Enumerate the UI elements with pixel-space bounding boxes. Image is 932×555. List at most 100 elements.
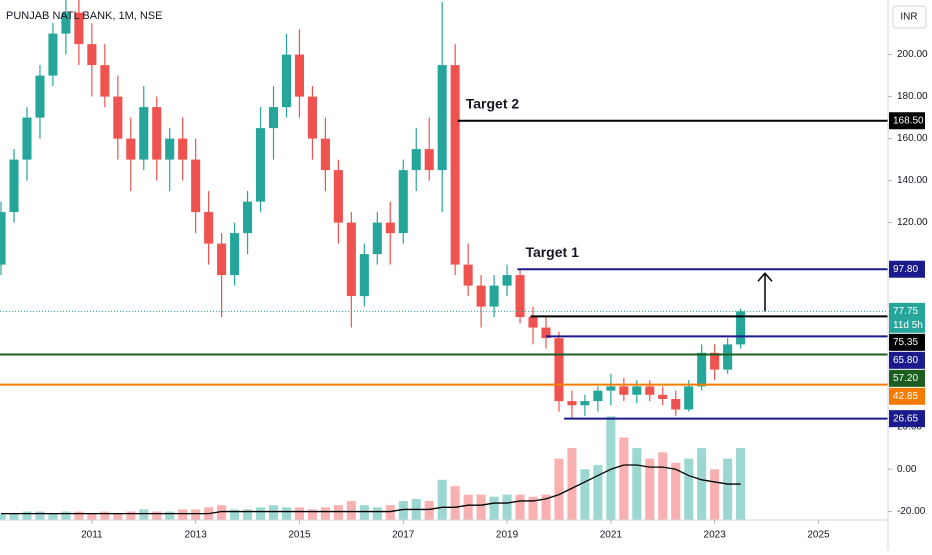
volume-bar bbox=[476, 494, 486, 520]
y-tick-label: 160.00 bbox=[897, 133, 928, 144]
arrow-head bbox=[757, 272, 773, 282]
candle-body bbox=[567, 401, 577, 406]
candle-body bbox=[411, 149, 421, 171]
candle-body bbox=[658, 394, 668, 399]
price-badge bbox=[889, 410, 925, 428]
volume-bar bbox=[243, 509, 253, 520]
candle-body bbox=[723, 344, 733, 370]
candle-body bbox=[476, 285, 486, 307]
volume-bar bbox=[35, 511, 45, 520]
y-tick-label: 200.00 bbox=[897, 49, 928, 60]
candle-body bbox=[294, 54, 305, 97]
volume-bar bbox=[294, 507, 305, 520]
candle-body bbox=[74, 12, 84, 45]
candle-body bbox=[0, 212, 6, 265]
volume-bar bbox=[255, 507, 266, 520]
candle-body bbox=[281, 54, 292, 108]
volume-bar bbox=[126, 511, 136, 520]
candle-body bbox=[502, 275, 512, 286]
volume-bar bbox=[671, 462, 681, 520]
volume-bar bbox=[359, 505, 369, 520]
volume-bar bbox=[463, 494, 473, 520]
chart-title: PUNJAB NATL BANK, 1M, NSE bbox=[6, 10, 162, 22]
volume-bar bbox=[450, 486, 460, 520]
candle-body bbox=[61, 12, 71, 34]
volume-bar bbox=[567, 448, 577, 520]
x-tick-label: 2023 bbox=[704, 530, 727, 541]
volume-bar bbox=[100, 511, 110, 520]
volume-bar bbox=[152, 511, 162, 520]
price-badge bbox=[889, 369, 925, 387]
volume-bar bbox=[165, 511, 175, 520]
price-badge-label: 97.80 bbox=[893, 264, 918, 275]
volume-bar bbox=[632, 448, 642, 520]
candle-body bbox=[35, 75, 45, 118]
volume-bar bbox=[528, 496, 538, 520]
volume-bar bbox=[178, 509, 188, 520]
volume-bar bbox=[424, 500, 434, 520]
volume-bar bbox=[619, 437, 629, 520]
candle-body bbox=[217, 243, 227, 276]
candle-body bbox=[346, 222, 356, 297]
volume-bar bbox=[385, 505, 395, 520]
volume-bar bbox=[217, 505, 227, 520]
level-note: Target 1 bbox=[525, 244, 579, 260]
volume-bar bbox=[710, 469, 720, 520]
candle-body bbox=[632, 386, 642, 395]
candle-body bbox=[489, 285, 499, 307]
countdown: 11d 5h bbox=[893, 320, 923, 331]
volume-bar bbox=[320, 507, 330, 520]
volume-bar bbox=[191, 509, 201, 520]
price-badge-label: 77.75 bbox=[893, 306, 918, 317]
volume-bar bbox=[230, 509, 240, 520]
volume-bar bbox=[437, 479, 447, 520]
candle-body bbox=[87, 44, 97, 66]
candle-body bbox=[463, 264, 473, 286]
candle-body bbox=[736, 311, 746, 345]
candle-body bbox=[113, 96, 123, 139]
currency-box[interactable] bbox=[892, 5, 927, 29]
candle-body bbox=[243, 201, 253, 234]
y-tick-label: 180.00 bbox=[897, 91, 928, 102]
candle-body bbox=[100, 65, 110, 97]
price-badge bbox=[889, 387, 925, 405]
candle-body bbox=[139, 107, 149, 160]
currency: INR bbox=[900, 12, 917, 23]
candle-body bbox=[437, 65, 447, 171]
volume-bar bbox=[502, 494, 512, 520]
volume-bar bbox=[489, 496, 499, 520]
volume-bar bbox=[723, 458, 733, 520]
candle-body bbox=[671, 399, 681, 410]
volume-bar bbox=[113, 513, 123, 520]
volume-bar bbox=[48, 513, 58, 520]
price-badge bbox=[889, 112, 925, 130]
price-badge-label: 168.50 bbox=[893, 115, 924, 126]
price-badge bbox=[889, 333, 925, 351]
x-tick-label: 2013 bbox=[185, 530, 208, 541]
price-badge-label: 57.20 bbox=[893, 373, 918, 384]
candle-body bbox=[385, 222, 395, 234]
candle-body bbox=[372, 222, 382, 255]
candle-body bbox=[165, 138, 175, 160]
volume-bar bbox=[593, 465, 603, 520]
candle-body bbox=[398, 170, 408, 234]
volume-bar bbox=[9, 513, 19, 520]
price-badge bbox=[889, 302, 925, 333]
candle-body bbox=[593, 390, 603, 402]
volume-bar bbox=[307, 509, 317, 520]
candle-body bbox=[268, 107, 279, 129]
volume-bar bbox=[684, 458, 694, 520]
price-badge-label: 42.85 bbox=[893, 391, 918, 402]
x-tick-label: 2021 bbox=[600, 530, 623, 541]
volume-bar bbox=[372, 507, 382, 520]
x-tick-label: 2025 bbox=[807, 530, 830, 541]
y-tick-label: 140.00 bbox=[897, 175, 928, 186]
volume-bar bbox=[554, 458, 564, 520]
candle-body bbox=[541, 327, 551, 339]
candle-body bbox=[554, 338, 564, 402]
candle-body bbox=[528, 317, 538, 328]
candle-body bbox=[684, 386, 694, 410]
axis-labels: 2011 2013 2015 2017 2019 2021 2023 2025 200.00 18… bbox=[81, 49, 928, 540]
candle-body bbox=[255, 128, 266, 202]
candle-body bbox=[515, 275, 525, 318]
